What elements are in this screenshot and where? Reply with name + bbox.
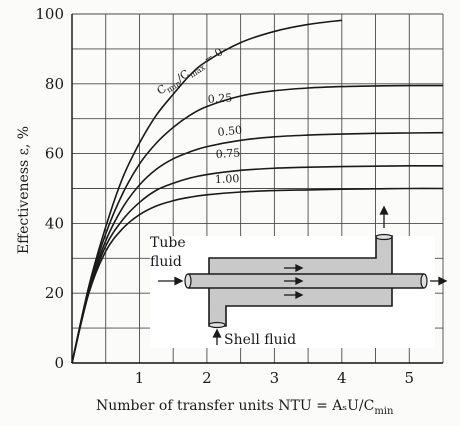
x-axis-title-main: Number of transfer units NTU = AₛU/C bbox=[96, 398, 374, 414]
x-tick-label: 2 bbox=[202, 369, 212, 387]
series-label: 0.50 bbox=[217, 123, 243, 138]
y-tick-label: 60 bbox=[45, 145, 64, 163]
y-tick-label: 20 bbox=[45, 284, 64, 302]
y-tick-label: 0 bbox=[54, 354, 64, 372]
y-tick-label: 80 bbox=[45, 75, 64, 93]
x-tick-label: 4 bbox=[337, 369, 347, 387]
x-axis-title: Number of transfer units NTU = AₛU/Cmin bbox=[96, 398, 394, 417]
internal-flow-arrows bbox=[284, 263, 304, 300]
tube bbox=[185, 273, 427, 289]
y-axis-title: Effectiveness ε, % bbox=[16, 126, 32, 254]
series-line bbox=[71, 84, 444, 364]
series-line bbox=[71, 164, 444, 364]
shell-fluid-label: Shell fluid bbox=[224, 332, 296, 348]
tube-fluid-label-line2: fluid bbox=[150, 254, 182, 270]
series-line bbox=[71, 187, 444, 364]
series-label: 0.25 bbox=[207, 91, 232, 106]
curve-labels: Cmin/Cmax = 00.25 0.50 0.75 1.00 bbox=[155, 45, 243, 186]
tube-outlet-end bbox=[420, 273, 428, 289]
y-tick-label: 40 bbox=[45, 214, 64, 232]
series-label: 0.75 bbox=[215, 146, 240, 161]
series-label: 1.00 bbox=[215, 172, 240, 186]
shell-outlet-end bbox=[375, 233, 393, 241]
series-line bbox=[71, 19, 342, 364]
curves bbox=[71, 19, 444, 364]
tube-fluid-label-line1: Tube bbox=[150, 235, 186, 251]
tube-flow-arrows bbox=[158, 276, 448, 286]
tube-inlet-end bbox=[184, 273, 192, 289]
axes bbox=[71, 14, 443, 364]
x-tick-label: 5 bbox=[404, 369, 414, 387]
x-tick-label: 3 bbox=[270, 369, 280, 387]
shell-flow-arrows bbox=[212, 205, 389, 345]
x-axis-title-sub: min bbox=[374, 406, 394, 417]
x-tick-label: 1 bbox=[135, 369, 145, 387]
series-line bbox=[71, 131, 444, 364]
tick-labels: 1 2 3 4 5 0 20 40 60 80 100 bbox=[35, 5, 414, 387]
series-label-cmin-cmax-0: Cmin/Cmax = 0 bbox=[155, 45, 227, 99]
y-tick-label: 100 bbox=[35, 5, 64, 23]
shell-inlet-end bbox=[208, 321, 226, 329]
exchanger-schematic: Tube fluid Shell fluid bbox=[150, 205, 448, 348]
series-label-part: /C bbox=[174, 67, 191, 85]
